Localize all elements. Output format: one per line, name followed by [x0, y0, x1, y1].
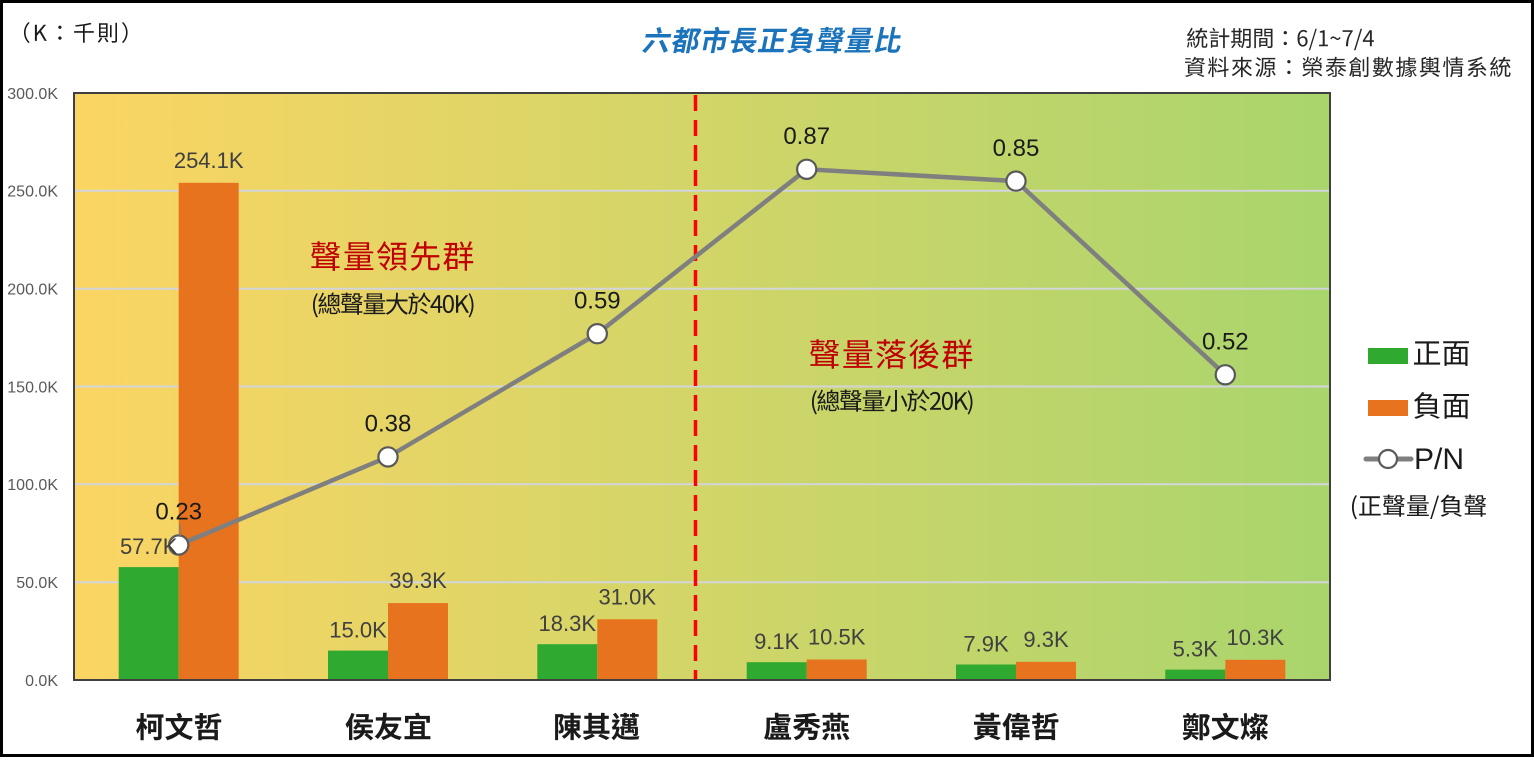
svg-text:100.0K: 100.0K [7, 477, 58, 494]
svg-text:7.9K: 7.9K [963, 632, 1009, 657]
svg-text:150.0K: 150.0K [7, 379, 58, 396]
svg-text:9.3K: 9.3K [1023, 627, 1069, 652]
svg-text:0.23: 0.23 [155, 499, 202, 526]
svg-text:0.85: 0.85 [993, 135, 1040, 162]
svg-text:0.87: 0.87 [783, 123, 830, 150]
svg-text:57.7K: 57.7K [120, 534, 178, 559]
svg-text:254.1K: 254.1K [174, 148, 244, 173]
svg-text:300.0K: 300.0K [7, 86, 58, 103]
svg-text:5.3K: 5.3K [1173, 637, 1219, 662]
svg-text:0.52: 0.52 [1202, 329, 1249, 356]
svg-text:31.0K: 31.0K [599, 584, 657, 609]
svg-text:P/N: P/N [1414, 443, 1464, 476]
svg-text:200.0K: 200.0K [7, 282, 58, 299]
svg-text:250.0K: 250.0K [7, 184, 58, 201]
svg-text:18.3K: 18.3K [539, 611, 597, 636]
svg-text:10.3K: 10.3K [1227, 625, 1285, 650]
svg-text:0.38: 0.38 [365, 411, 412, 438]
svg-text:10.5K: 10.5K [808, 625, 866, 650]
svg-text:39.3K: 39.3K [389, 568, 447, 593]
svg-text:15.0K: 15.0K [329, 618, 387, 643]
svg-text:0.0K: 0.0K [25, 673, 58, 690]
svg-text:9.1K: 9.1K [754, 629, 800, 654]
svg-text:0.59: 0.59 [574, 287, 621, 314]
svg-text:50.0K: 50.0K [16, 575, 58, 592]
